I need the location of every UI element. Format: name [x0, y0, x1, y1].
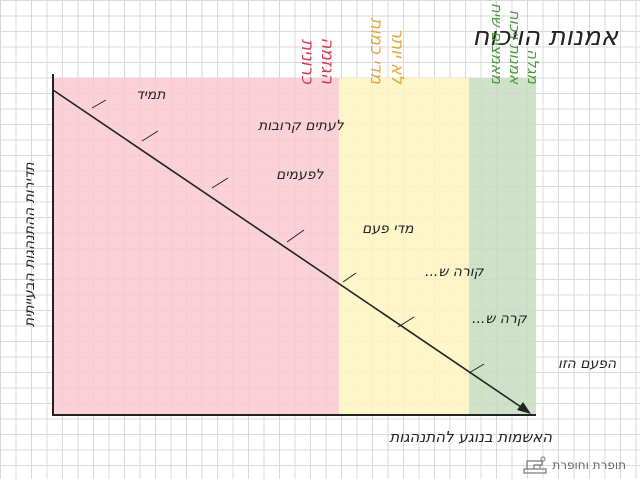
logo-text: תופרת וחופרת — [552, 458, 626, 472]
line-label-often: לעתים קרובות — [258, 118, 345, 134]
zone-label: מגלה — [524, 49, 542, 85]
logo: תופרת וחופרת — [522, 455, 626, 475]
trend-arrowhead — [517, 402, 531, 414]
leader-line — [141, 130, 159, 142]
line-label-occasionally: מדי פעם — [362, 221, 414, 237]
x-axis-label: האשמות בנוגע להתנהגות — [389, 428, 552, 446]
leader-line — [342, 272, 357, 283]
zone-moderate — [339, 78, 469, 415]
zone-label: הגזמה — [317, 37, 337, 84]
zone-label: אמנות ויכוח — [506, 10, 524, 85]
trend-line — [52, 89, 525, 410]
y-axis-label: תדירות ההתנהגות הבעייתית — [22, 162, 38, 328]
zone-exaggeration — [53, 78, 339, 415]
zone-label: מאמצים שיח — [488, 3, 506, 85]
line-label-happens: קורה ש... — [425, 264, 485, 280]
page-title: אמנות הויכוח — [472, 22, 618, 52]
zone-label: לא יותר — [387, 28, 407, 85]
zone-label: כרונית — [297, 39, 317, 85]
zone-constructive — [469, 78, 536, 415]
line-label-sometimes: לפעמים — [276, 167, 324, 183]
line-label-happened: קרה ש... — [472, 311, 528, 327]
leader-line — [286, 229, 305, 243]
zone-label: מדי כמות — [366, 18, 386, 85]
leader-line — [91, 99, 107, 109]
sewing-machine-icon — [523, 456, 547, 474]
leader-line — [468, 363, 485, 374]
leader-line — [211, 177, 229, 189]
line-label-this-time: הפעם הזו — [558, 356, 617, 372]
line-label-always: תמיד — [136, 87, 165, 103]
leader-line — [397, 316, 415, 328]
